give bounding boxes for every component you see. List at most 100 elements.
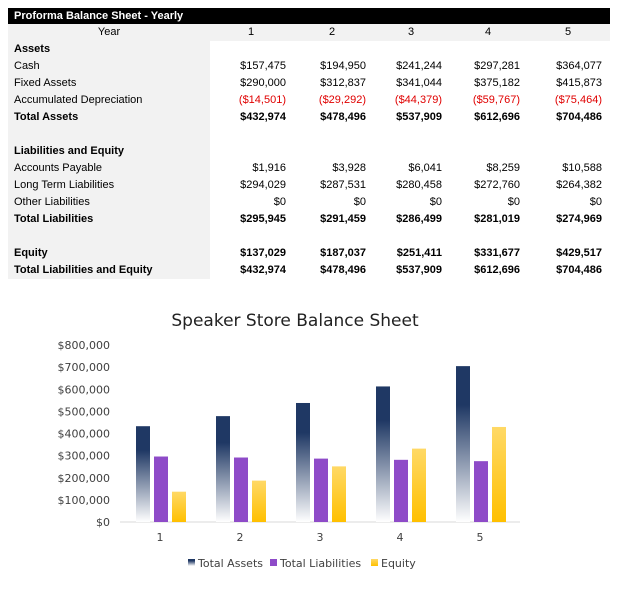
y-tick-label: $0 [96,516,110,529]
year-1: 1 [247,26,255,38]
cell-year-5: $704,486 [556,264,602,276]
x-tick-label: 1 [157,531,164,544]
row-label: Accumulated Depreciation [8,92,210,109]
legend-swatch [371,559,378,566]
year-header-row: Year 1 2 3 4 5 [8,24,610,41]
row-label: Accounts Payable [8,160,210,177]
balance-chart: Speaker Store Balance Sheet $0 $100,000 $2… [58,311,520,570]
y-tick-label: $200,000 [58,472,111,485]
cell-year-2: $187,037 [320,247,366,259]
legend-label: Total Assets [197,557,263,570]
cell-year-5: $264,382 [556,179,602,191]
table-row: Other Liabilities $0 $0 $0 $0 $0 [8,194,610,211]
x-tick-label: 2 [237,531,244,544]
cell-year-2: $287,531 [320,179,366,191]
year-2: 2 [328,26,336,38]
cell-year-4: $0 [507,196,520,208]
row-label: Fixed Assets [8,75,210,92]
cell-year-5: $415,873 [556,77,602,89]
bar-equity [492,426,506,522]
cell-year-5: $274,969 [556,213,602,225]
table-row: Long Term Liabilities $294,029 $287,531 $28… [8,177,610,194]
cell-year-4: $281,019 [474,213,520,225]
bar-total-assets [136,426,150,522]
row-label [8,228,210,245]
y-tick-label: $700,000 [58,361,111,374]
cell-year-4: $297,281 [474,60,520,72]
cell-year-3: $6,041 [408,162,442,174]
bar-equity [172,491,186,522]
x-tick-label: 5 [477,531,484,544]
cell-year-3: $537,909 [396,111,442,123]
row-label: Total Liabilities [8,211,210,228]
bar-equity [252,480,266,522]
table-row: Total Liabilities and Equity $432,974 $478… [8,262,610,279]
legend-label: Total Liabilities [279,557,361,570]
cell-year-1: $432,974 [240,264,286,276]
row-label: Total Assets [8,109,210,126]
cell-year-1: $137,029 [240,247,286,259]
table-row: Liabilities and Equity [8,143,610,160]
chart-title: Speaker Store Balance Sheet [171,311,419,331]
row-label: Total Liabilities and Equity [8,262,210,279]
cell-year-2: $478,496 [320,264,366,276]
row-label: Cash [8,58,210,75]
cell-year-3: $286,499 [396,213,442,225]
cell-year-1: $294,029 [240,179,286,191]
table-row: Total Liabilities $295,945 $291,459 $286,49… [8,211,610,228]
cell-year-3: $251,411 [396,247,442,259]
cell-year-2: $312,837 [320,77,366,89]
cell-year-1: $432,974 [240,111,286,123]
cell-year-1: $295,945 [240,213,286,225]
cell-year-1: $157,475 [240,60,286,72]
cell-year-3: $537,909 [396,264,442,276]
cell-year-5: $704,486 [556,111,602,123]
cell-year-3: $341,044 [396,77,442,89]
cell-year-5: ($75,464) [554,94,602,106]
row-label [8,126,210,143]
table-row: Cash $157,475 $194,950 $241,244 $297,281 $364… [8,58,610,75]
table-row: Equity $137,029 $187,037 $251,411 $331,677 $4… [8,245,610,262]
year-label: Year [8,24,210,41]
cell-year-4: $272,760 [474,179,520,191]
cell-year-5: $364,077 [556,60,602,72]
cell-year-1: $290,000 [240,77,286,89]
legend-label: Equity [381,557,416,570]
cell-year-3: $241,244 [396,60,442,72]
cell-year-2: $3,928 [332,162,366,174]
cell-year-1: $1,916 [252,162,286,174]
cell-year-1: ($14,501) [238,94,286,106]
table-row [8,126,610,143]
x-tick-label: 4 [397,531,404,544]
cell-year-4: $612,696 [474,264,520,276]
cell-year-2: ($29,292) [318,94,366,106]
table-row [8,228,610,245]
y-tick-label: $400,000 [58,428,111,441]
cell-year-3: $0 [429,196,442,208]
bar-total-liabilities [234,457,248,522]
legend-swatch [188,559,195,566]
y-tick-label: $100,000 [58,494,111,507]
row-label: Long Term Liabilities [8,177,210,194]
bar-total-assets [456,366,470,522]
y-tick-label: $500,000 [58,405,111,418]
bar-total-assets [296,402,310,522]
y-tick-label: $800,000 [58,339,111,352]
cell-year-2: $0 [353,196,366,208]
year-3: 3 [407,26,415,38]
cell-year-3: ($44,379) [394,94,442,106]
cell-year-5: $0 [589,196,602,208]
bar-total-liabilities [314,458,328,522]
cell-year-2: $291,459 [320,213,366,225]
cell-year-4: $375,182 [474,77,520,89]
row-label: Equity [8,245,210,262]
balance-sheet-table: Proforma Balance Sheet - Yearly Year 1 2… [8,8,610,279]
table-row: Assets [8,41,610,58]
bar-total-liabilities [154,456,168,522]
cell-year-5: $10,588 [562,162,602,174]
cell-year-3: $280,458 [396,179,442,191]
row-label: Assets [8,41,210,58]
x-tick-label: 3 [317,531,324,544]
cell-year-4: $331,677 [474,247,520,259]
bar-total-assets [216,416,230,522]
